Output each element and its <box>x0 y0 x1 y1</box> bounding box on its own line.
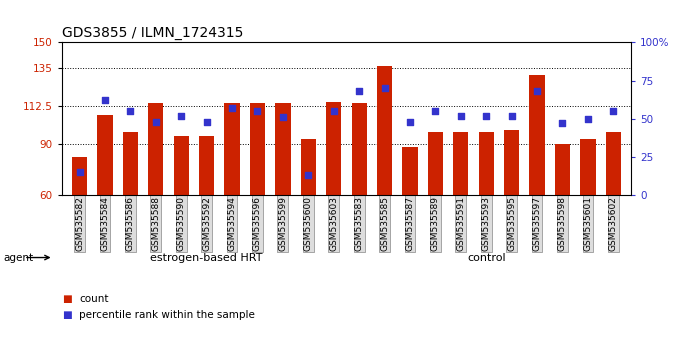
Bar <box>174 136 189 195</box>
Point <box>74 169 85 175</box>
Point <box>430 108 441 114</box>
Text: ■: ■ <box>62 310 71 320</box>
Bar <box>123 132 138 195</box>
Bar <box>97 115 113 195</box>
Bar <box>148 103 163 195</box>
Point <box>99 97 110 103</box>
Text: estrogen-based HRT: estrogen-based HRT <box>150 252 263 263</box>
Bar <box>377 66 392 195</box>
Text: percentile rank within the sample: percentile rank within the sample <box>79 310 255 320</box>
Point <box>481 113 492 118</box>
Point <box>150 119 161 125</box>
Bar <box>300 139 316 195</box>
Point <box>125 108 136 114</box>
Point <box>379 85 390 91</box>
Text: agent: agent <box>3 252 34 263</box>
Bar <box>606 132 621 195</box>
Bar <box>580 139 595 195</box>
Point <box>201 119 212 125</box>
Point <box>354 88 365 94</box>
Bar <box>428 132 443 195</box>
Point <box>557 120 568 126</box>
Point <box>226 105 237 111</box>
Point <box>405 119 416 125</box>
Text: ■: ■ <box>62 294 71 304</box>
Bar <box>530 75 545 195</box>
Bar <box>403 147 418 195</box>
Text: control: control <box>467 252 506 263</box>
Point <box>608 108 619 114</box>
Point <box>456 113 466 118</box>
Bar <box>72 158 87 195</box>
Bar <box>453 132 469 195</box>
Point <box>506 113 517 118</box>
Point <box>328 108 339 114</box>
Text: GDS3855 / ILMN_1724315: GDS3855 / ILMN_1724315 <box>62 26 243 40</box>
Bar <box>326 102 342 195</box>
Bar <box>351 103 367 195</box>
Bar <box>224 103 239 195</box>
Point <box>277 114 288 120</box>
Point <box>582 116 593 121</box>
Bar <box>555 144 570 195</box>
Point <box>176 113 187 118</box>
Point <box>532 88 543 94</box>
Point <box>303 172 314 178</box>
Bar <box>199 136 214 195</box>
Text: count: count <box>79 294 108 304</box>
Bar <box>504 130 519 195</box>
Bar <box>479 132 494 195</box>
Bar <box>275 103 290 195</box>
Bar <box>250 103 265 195</box>
Point <box>252 108 263 114</box>
